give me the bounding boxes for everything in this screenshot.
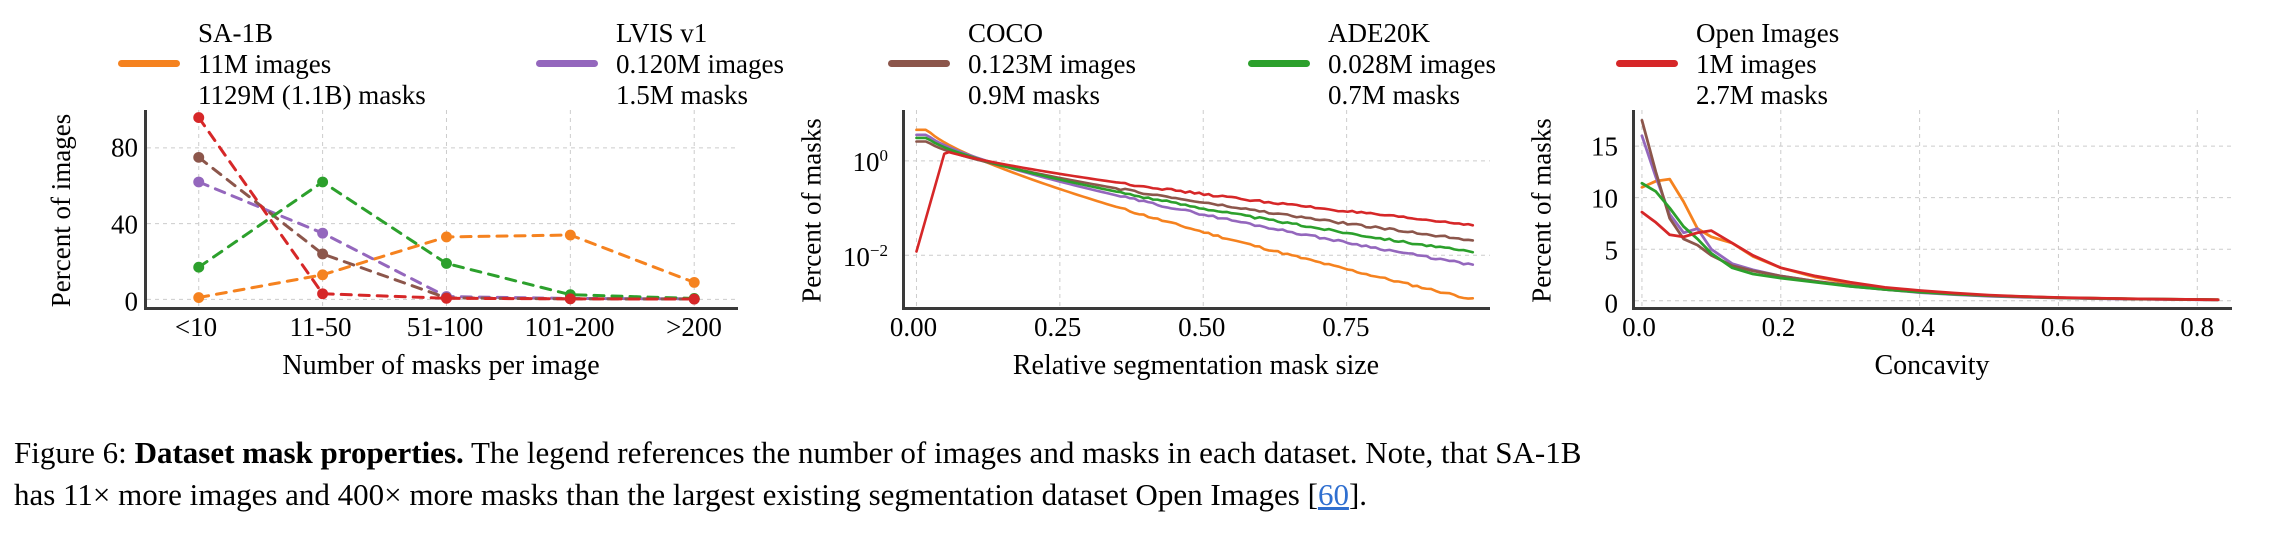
panel-masks-per-image: Percent of images 0 40 80 <10 11-50 51-100 10… [40,110,770,400]
panel0-x-axis-label: Number of masks per image [282,350,600,381]
legend-mask-count-ade20k: 0.7M masks [1328,79,1461,110]
panel2-x-tick: 0.6 [2040,312,2075,342]
legend-text-sa-1b: SA-1B 11M images 1129M (1.1B) masks [188,18,426,110]
legend-color-swatch-sa-1b [118,60,180,67]
panel2-plot-svg [1635,110,2232,307]
legend-swatch-wrap-open-images [1616,18,1686,67]
legend-dataset-name-open-images: Open Images [1696,18,1840,48]
panel2-y-tick: 5 [1604,235,1619,266]
legend-mask-count-sa-1b: 1129M (1.1B) masks [198,79,426,110]
panel0-x-tick-labels: <10 11-50 51-100 101-200 >200 [144,312,738,348]
figure-caption-line1: The legend references the number of imag… [463,435,1582,470]
panel1-y-tick: 100 [852,145,889,177]
panel0-y-axis-label-text: Percent of images [46,113,77,307]
legend-swatch-wrap-coco [888,18,958,67]
panel1-y-tick: 10−2 [842,241,888,273]
legend-text-lvis-v1: LVIS v1 0.120M images 1.5M masks [606,18,784,110]
legend-entry-open-images: Open Images 1M images 2.7M masks [1616,18,1946,110]
legend-text-open-images: Open Images 1M images 2.7M masks [1686,18,1839,110]
panel2-y-tick-labels: 0 5 10 15 [1560,110,1622,318]
panel2-y-tick: 0 [1604,288,1619,319]
panel0-y-tick: 80 [111,132,138,163]
legend-image-count-ade20k: 0.028M images [1328,48,1496,79]
panel0-x-tick: <10 [174,312,218,342]
panel2-x-tick: 0.4 [1901,312,1935,342]
legend-image-count-sa-1b: 11M images [198,48,332,79]
panel0-plot-area [144,110,738,310]
panel2-x-tick-labels: 0.0 0.2 0.4 0.6 0.8 [1622,312,2232,348]
legend-color-swatch-open-images [1616,60,1678,67]
legend-entry-coco: COCO 0.123M images 0.9M masks [888,18,1248,110]
panel0-y-axis-label: Percent of images [42,110,82,310]
legend-text-ade20k: ADE20K 0.028M images 0.7M masks [1318,18,1496,110]
panel2-plot-area [1632,110,2232,310]
panel1-y-axis-label: Percent of masks [792,110,832,310]
panel2-y-axis-label: Percent of masks [1522,110,1562,310]
legend-image-count-lvis-v1: 0.120M images [616,48,784,79]
panel2-y-tick: 10 [1591,183,1618,214]
figure-caption: Figure 6: Dataset mask properties. The l… [14,432,2278,515]
legend-entry-ade20k: ADE20K 0.028M images 0.7M masks [1248,18,1616,110]
panel0-x-tick: 51-100 [406,312,484,342]
panel1-x-tick: 0.50 [1178,312,1226,342]
panel2-x-tick: 0.0 [1622,312,1656,342]
panel1-x-tick: 0.25 [1034,312,1082,342]
citation-link-60[interactable]: 60 [1317,476,1349,512]
legend-dataset-name-lvis-v1: LVIS v1 [616,18,708,48]
panel0-plot-svg [147,110,738,307]
legend-image-count-coco: 0.123M images [968,48,1136,79]
panel1-plot-svg [905,110,1490,307]
legend-swatch-wrap-ade20k [1248,18,1318,67]
panel1-y-tick-labels: 100 10−2 [830,110,892,310]
legend-swatch-wrap-sa-1b [118,18,188,67]
legend-mask-count-open-images: 2.7M masks [1696,79,1829,110]
panel2-x-tick: 0.8 [2180,312,2214,342]
panel1-x-tick: 0.75 [1322,312,1370,342]
legend-color-swatch-ade20k [1248,60,1310,67]
panel2-x-tick: 0.2 [1761,312,1796,342]
legend-text-coco: COCO 0.123M images 0.9M masks [958,18,1136,110]
panel0-y-tick-labels: 0 40 80 [80,110,142,317]
panel1-x-tick-labels: 0.00 0.25 0.50 0.75 [890,312,1490,348]
figure-panels: Percent of images 0 40 80 <10 11-50 51-100 10… [0,110,2288,400]
panel0-y-tick: 0 [124,286,139,317]
legend-color-swatch-coco [888,60,950,67]
panel0-x-tick: >200 [666,312,722,342]
figure-caption-line3: ]. [1348,476,1368,512]
figure-caption-title: Dataset mask properties. [134,435,464,470]
legend-swatch-wrap-lvis-v1 [536,18,606,67]
legend-entry-lvis-v1: LVIS v1 0.120M images 1.5M masks [536,18,888,110]
panel0-x-tick: 11-50 [289,312,352,342]
panel2-y-tick: 15 [1591,131,1618,162]
panel0-x-tick: 101-200 [524,312,615,342]
figure-legend: SA-1B 11M images 1129M (1.1B) masks LVIS… [0,18,2288,110]
panel1-x-axis-label: Relative segmentation mask size [1012,350,1380,381]
panel2-x-axis-label: Concavity [1874,350,1990,381]
panel1-y-axis-label-text: Percent of masks [796,117,827,303]
panel-concavity: Percent of masks 0 5 10 15 0.0 0.2 0.4 0.6 0.8 … [1520,110,2260,400]
panel0-y-tick: 40 [111,209,138,240]
legend-mask-count-lvis-v1: 1.5M masks [616,79,749,110]
legend-color-swatch-lvis-v1 [536,60,598,67]
figure-caption-line2: has 11× more images and 400× more masks … [14,476,1318,512]
panel1-plot-area [902,110,1490,310]
panel1-x-tick: 0.00 [889,312,938,342]
legend-image-count-open-images: 1M images [1696,48,1817,79]
legend-dataset-name-coco: COCO [968,18,1044,48]
panel-relative-mask-size: Percent of masks 100 10−2 0.00 0.25 0.50 0.7… [790,110,1520,400]
figure-number: Figure 6: [14,435,127,470]
legend-dataset-name-sa-1b: SA-1B [198,18,274,48]
legend-dataset-name-ade20k: ADE20K [1328,18,1430,48]
legend-entry-sa-1b: SA-1B 11M images 1129M (1.1B) masks [118,18,536,110]
panel2-y-axis-label-text: Percent of masks [1526,117,1557,303]
legend-mask-count-coco: 0.9M masks [968,79,1101,110]
